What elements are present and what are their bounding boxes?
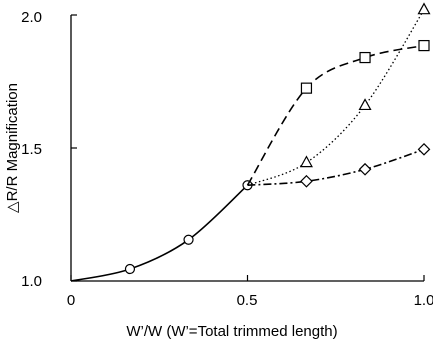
series-square	[246, 39, 430, 186]
series-circle	[70, 180, 253, 282]
x-tick-marks	[70, 275, 425, 281]
x-axis-title: W’/W (W’=Total trimmed length)	[126, 323, 337, 340]
y-tick-label: 2.0	[21, 9, 42, 26]
data-point-triangle	[299, 155, 313, 168]
series-triangle	[247, 2, 431, 186]
data-point-square	[300, 82, 313, 94]
data-point-diamond	[417, 142, 431, 156]
y-tick-label: 1.5	[21, 141, 42, 158]
y-axis-title: △R/R Magnification	[4, 83, 21, 213]
series-line-circle	[70, 184, 249, 282]
x-tick-label: 0.5	[237, 292, 258, 309]
series-line-triangle	[247, 9, 425, 186]
data-point-triangle	[417, 2, 431, 15]
data-point-circle	[183, 234, 194, 245]
data-point-diamond	[300, 174, 313, 188]
data-point-square	[359, 51, 371, 64]
data-point-triangle	[358, 98, 372, 111]
series-diamond	[247, 142, 431, 188]
y-tick-labels: 1.0 1.5 2.0	[21, 9, 42, 290]
x-tick-label: 0	[67, 292, 75, 309]
x-tick-label: 1.0	[414, 292, 433, 309]
y-tick-marks	[71, 14, 77, 282]
data-point-circle	[124, 263, 136, 275]
y-tick-label: 1.0	[21, 273, 42, 290]
series-line-square	[246, 44, 425, 186]
data-point-diamond	[358, 162, 372, 176]
data-point-square	[418, 39, 430, 52]
x-tick-labels: 0 0.5 1.0	[67, 292, 433, 309]
series-layer	[70, 2, 431, 282]
series-line-diamond	[247, 148, 425, 186]
